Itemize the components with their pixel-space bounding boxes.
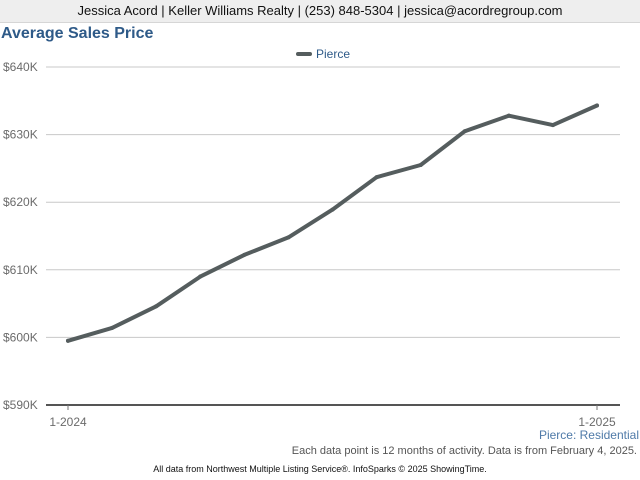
chart-legend: Pierce (296, 46, 350, 62)
data-point (110, 325, 115, 330)
x-tick-label: 1-2025 (578, 415, 616, 429)
data-point (506, 113, 511, 118)
series-lines (66, 103, 599, 343)
y-tick-label: $640K (3, 60, 38, 74)
y-tick-label: $620K (3, 195, 38, 209)
x-tick-label: 1-2024 (49, 415, 87, 429)
source-footer: All data from Northwest Multiple Listing… (153, 464, 487, 474)
legend-label-pierce: Pierce (316, 47, 351, 61)
grid-lines (46, 66, 620, 338)
data-point (462, 129, 467, 134)
data-point (550, 123, 555, 128)
data-point (374, 175, 379, 180)
data-point (418, 163, 423, 168)
data-note: Each data point is 12 months of activity… (291, 445, 637, 457)
data-point (198, 274, 203, 279)
y-tick-label: $600K (3, 330, 38, 344)
y-tick-label: $630K (3, 128, 38, 142)
chart-title: Average Sales Price (1, 25, 154, 42)
data-point (154, 304, 159, 309)
data-point (330, 207, 335, 212)
y-tick-label: $610K (3, 263, 38, 277)
data-point (286, 235, 291, 240)
axes: $590K $600K $610K $620K $630K $640K 1-2024 1-20… (3, 60, 620, 429)
data-point (66, 338, 70, 343)
header-contact-bar: Jessica Acord | Keller Williams Realty |… (0, 0, 640, 23)
series-line-pierce (66, 103, 599, 343)
region-label: Pierce: Residential (538, 428, 639, 442)
data-point (595, 103, 599, 108)
header-contact-text: Jessica Acord | Keller Williams Realty |… (77, 3, 563, 18)
data-point (242, 252, 247, 257)
legend-swatch-pierce (296, 52, 312, 56)
y-tick-label: $590K (3, 398, 38, 412)
